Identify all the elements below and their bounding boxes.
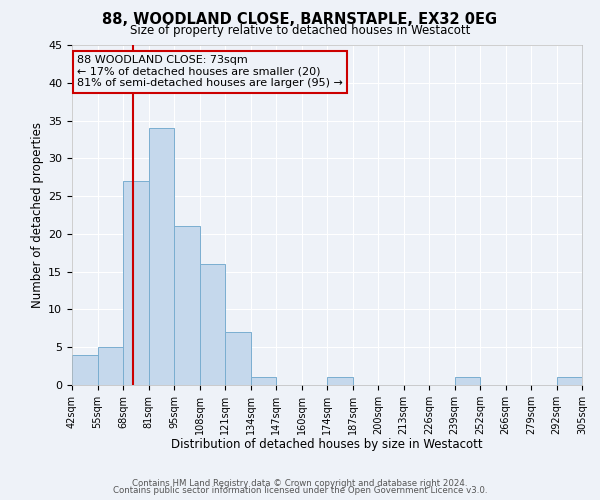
- Bar: [149, 128, 174, 385]
- Bar: [199, 264, 225, 385]
- Bar: [174, 226, 199, 385]
- Text: 88, WOODLAND CLOSE, BARNSTAPLE, EX32 0EG: 88, WOODLAND CLOSE, BARNSTAPLE, EX32 0EG: [103, 12, 497, 28]
- Bar: [455, 378, 480, 385]
- Text: Size of property relative to detached houses in Westacott: Size of property relative to detached ho…: [130, 24, 470, 37]
- Y-axis label: Number of detached properties: Number of detached properties: [31, 122, 44, 308]
- X-axis label: Distribution of detached houses by size in Westacott: Distribution of detached houses by size …: [171, 438, 483, 452]
- Text: Contains public sector information licensed under the Open Government Licence v3: Contains public sector information licen…: [113, 486, 487, 495]
- Bar: [225, 332, 251, 385]
- Text: Contains HM Land Registry data © Crown copyright and database right 2024.: Contains HM Land Registry data © Crown c…: [132, 478, 468, 488]
- Bar: [557, 378, 582, 385]
- Bar: [251, 378, 276, 385]
- Bar: [97, 347, 123, 385]
- Bar: [123, 181, 149, 385]
- Bar: [327, 378, 353, 385]
- Text: 88 WOODLAND CLOSE: 73sqm
← 17% of detached houses are smaller (20)
81% of semi-d: 88 WOODLAND CLOSE: 73sqm ← 17% of detach…: [77, 55, 343, 88]
- Bar: [72, 355, 97, 385]
